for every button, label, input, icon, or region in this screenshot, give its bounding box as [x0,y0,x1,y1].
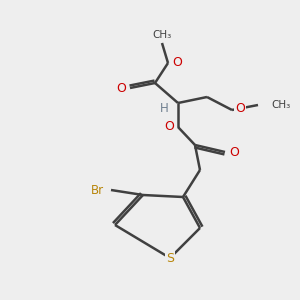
Text: Br: Br [90,184,104,196]
Text: O: O [164,121,174,134]
Text: O: O [229,146,239,158]
Text: O: O [116,82,126,94]
Text: CH₃: CH₃ [271,100,290,110]
Text: O: O [235,101,245,115]
Text: CH₃: CH₃ [152,30,172,40]
Text: H: H [160,101,168,115]
Text: O: O [172,56,182,70]
Text: S: S [166,251,174,265]
